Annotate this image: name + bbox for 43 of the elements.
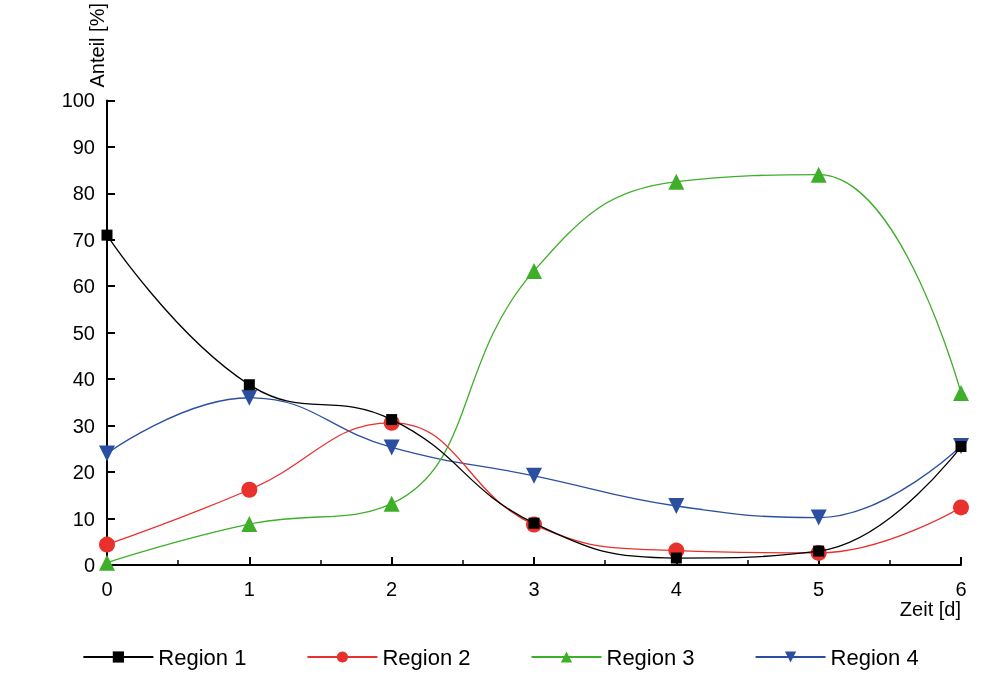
point [241,481,258,498]
x-axis-title: Zeit [d] [899,598,961,620]
point [668,497,685,514]
point [953,385,969,402]
y-tick-label: 90 [72,135,95,158]
point [526,262,542,279]
x-tick-label: 6 [955,578,967,600]
point [526,467,542,484]
point [243,379,255,391]
x-tick-label: 2 [386,578,398,600]
point [810,166,827,183]
point [668,173,685,190]
x-tick-label: 1 [243,578,255,600]
legend-label: Region 1 [158,644,247,670]
y-tick-label: 100 [61,89,95,112]
x-tick-label: 0 [101,578,113,600]
point [383,495,400,512]
x-tick-label: 4 [670,578,682,600]
point [953,499,969,516]
point [241,389,258,406]
point [241,516,258,533]
y-tick-label: 70 [72,228,95,251]
y-tick-label: 10 [72,507,95,530]
point [383,439,400,456]
point [99,554,115,571]
legend-label: Region 3 [606,644,695,670]
legend-label: Region 4 [830,644,919,670]
x-tick-label: 5 [813,578,825,600]
y-tick-label: 50 [72,321,95,344]
y-tick-label: 20 [72,461,95,484]
point [99,536,115,553]
point [101,229,113,241]
point [670,552,682,564]
y-tick-label: 80 [72,182,95,205]
y-tick-label: 30 [72,414,95,437]
point [810,509,827,526]
y-axis-title: Anteil [%] [86,3,108,88]
legend-label: Region 2 [382,644,471,670]
y-tick-label: 40 [72,368,95,391]
y-tick-label: 0 [83,554,95,576]
x-tick-label: 3 [528,578,540,600]
y-tick-label: 60 [72,275,95,298]
point [99,445,115,462]
